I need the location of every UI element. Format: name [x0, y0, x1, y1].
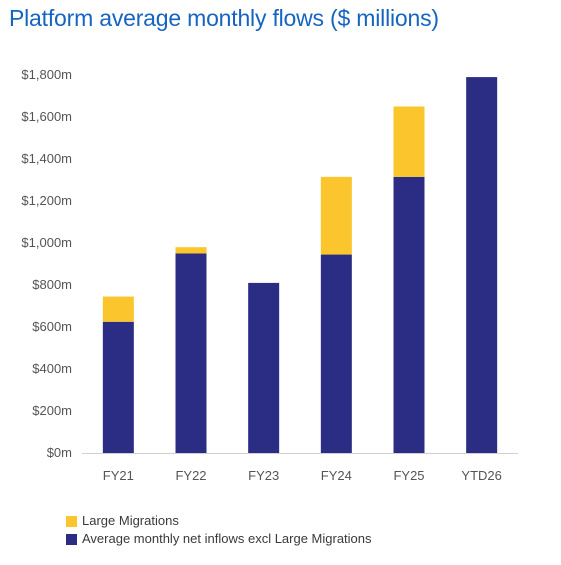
- x-tick-label: FY24: [321, 468, 352, 483]
- bar-net-inflows: [102, 321, 134, 453]
- legend-label-large-migrations: Large Migrations: [82, 513, 179, 528]
- bar-large-migrations: [175, 247, 207, 254]
- legend: Large Migrations Average monthly net inf…: [66, 512, 372, 548]
- x-tick-label: YTD26: [461, 468, 501, 483]
- chart-title: Platform average monthly flows ($ millio…: [9, 5, 439, 31]
- y-tick-label: $600m: [32, 319, 72, 334]
- x-tick-label: FY25: [393, 468, 424, 483]
- y-tick-label: $1,800m: [21, 67, 72, 82]
- y-tick-label: $1,000m: [21, 235, 72, 250]
- legend-label-net-inflows: Average monthly net inflows excl Large M…: [82, 531, 372, 546]
- bar-large-migrations: [393, 106, 425, 177]
- bar-large-migrations: [320, 176, 352, 255]
- bar-net-inflows: [175, 253, 207, 453]
- bar-net-inflows: [320, 254, 352, 453]
- bar-large-migrations: [102, 296, 134, 322]
- legend-item-large-migrations: Large Migrations: [66, 512, 372, 530]
- y-tick-label: $400m: [32, 361, 72, 376]
- x-tick-label: FY21: [103, 468, 134, 483]
- bar-net-inflows: [248, 282, 280, 453]
- bar-chart: $0m $200m $400m $600m $800m $1,000m $1,200m $1,…: [21, 67, 518, 483]
- legend-swatch-large-migrations: [66, 515, 77, 527]
- y-tick-label: $0m: [47, 445, 72, 460]
- y-tick-label: $200m: [32, 403, 72, 418]
- bar-net-inflows: [466, 77, 498, 453]
- y-tick-label: $1,400m: [21, 151, 72, 166]
- bar-net-inflows: [393, 176, 425, 453]
- x-tick-label: FY23: [248, 468, 279, 483]
- legend-swatch-net-inflows: [66, 533, 77, 545]
- x-tick-label: FY22: [175, 468, 206, 483]
- y-tick-label: $1,600m: [21, 109, 72, 124]
- y-tick-label: $1,200m: [21, 193, 72, 208]
- legend-item-net-inflows: Average monthly net inflows excl Large M…: [66, 530, 372, 548]
- y-tick-label: $800m: [32, 277, 72, 292]
